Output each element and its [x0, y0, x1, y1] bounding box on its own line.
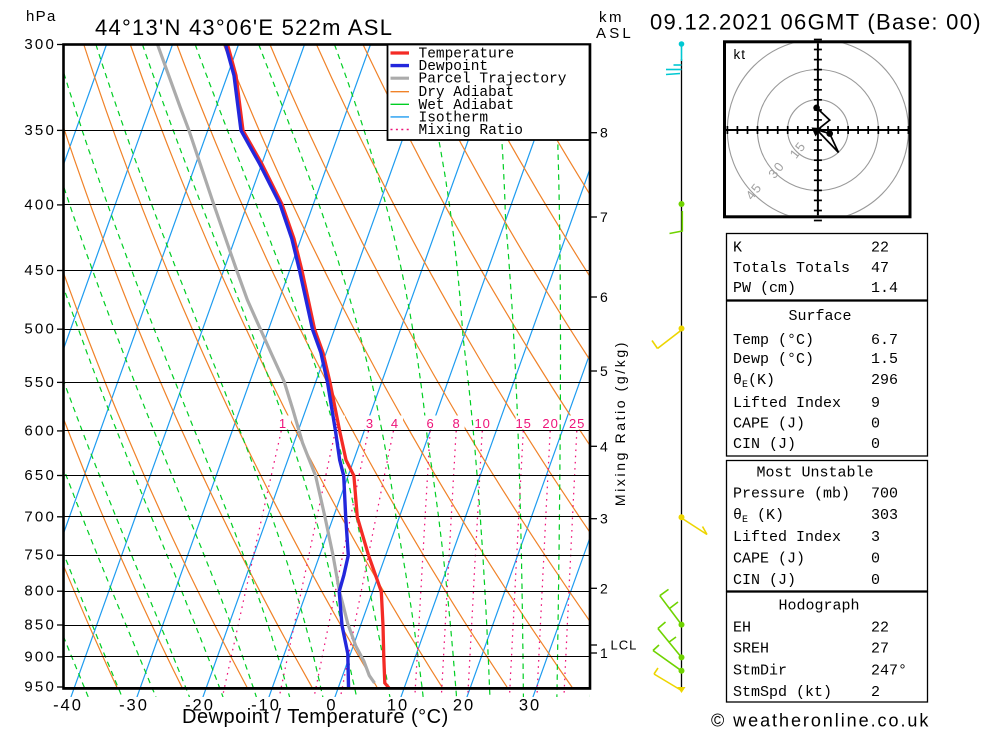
svg-text:-30: -30 — [119, 697, 149, 715]
svg-text:kt: kt — [734, 47, 747, 62]
svg-text:900: 900 — [24, 648, 56, 665]
svg-text:SREH: SREH — [733, 641, 769, 658]
svg-text:247°: 247° — [871, 662, 907, 679]
svg-text:0: 0 — [871, 572, 880, 589]
svg-text:27: 27 — [871, 641, 889, 658]
svg-text:0: 0 — [326, 697, 337, 715]
svg-text:550: 550 — [24, 374, 56, 391]
svg-text:0: 0 — [871, 416, 880, 433]
svg-text:CAPE (J): CAPE (J) — [733, 416, 805, 433]
svg-text:CIN (J): CIN (J) — [733, 572, 796, 589]
svg-text:6: 6 — [600, 289, 609, 305]
svg-text:Surface: Surface — [788, 308, 851, 325]
svg-text:5: 5 — [600, 363, 609, 379]
svg-text:9: 9 — [871, 395, 880, 412]
svg-text:1.5: 1.5 — [871, 351, 898, 368]
svg-text:950: 950 — [24, 679, 56, 696]
svg-text:15: 15 — [515, 416, 531, 431]
svg-text:LCL: LCL — [611, 638, 638, 653]
svg-text:2: 2 — [333, 416, 341, 431]
svg-text:Wet Adiabat: Wet Adiabat — [419, 98, 515, 114]
svg-text:2: 2 — [600, 580, 609, 596]
svg-text:Dry Adiabat: Dry Adiabat — [419, 85, 515, 101]
svg-text:10: 10 — [387, 697, 409, 715]
svg-text:20: 20 — [453, 697, 475, 715]
svg-text:20: 20 — [542, 416, 558, 431]
svg-text:650: 650 — [24, 467, 56, 484]
svg-text:K: K — [733, 240, 742, 257]
svg-text:Dewp (°C): Dewp (°C) — [733, 351, 814, 368]
svg-text:StmDir: StmDir — [733, 662, 787, 679]
svg-text:7: 7 — [600, 209, 609, 225]
svg-text:1: 1 — [279, 416, 287, 431]
svg-text:PW (cm): PW (cm) — [733, 280, 796, 297]
svg-text:44°13'N 43°06'E 522m ASL: 44°13'N 43°06'E 522m ASL — [95, 15, 393, 40]
svg-text:© weatheronline.co.uk: © weatheronline.co.uk — [711, 711, 930, 731]
svg-text:-10: -10 — [251, 697, 281, 715]
svg-text:400: 400 — [24, 196, 56, 213]
svg-text:850: 850 — [24, 617, 56, 634]
svg-text:0: 0 — [871, 550, 880, 567]
svg-text:10: 10 — [474, 416, 490, 431]
svg-text:EH: EH — [733, 619, 751, 636]
svg-text:800: 800 — [24, 583, 56, 600]
svg-text:Parcel Trajectory: Parcel Trajectory — [419, 72, 567, 88]
svg-text:Lifted Index: Lifted Index — [733, 529, 841, 546]
svg-text:22: 22 — [871, 240, 889, 257]
svg-text:Most Unstable: Most Unstable — [756, 464, 873, 481]
svg-text:22: 22 — [871, 619, 889, 636]
svg-text:350: 350 — [24, 122, 56, 139]
svg-text:ASL: ASL — [596, 25, 634, 42]
svg-text:8: 8 — [452, 416, 460, 431]
svg-text:Lifted Index: Lifted Index — [733, 395, 841, 412]
svg-text:Mixing Ratio: Mixing Ratio — [419, 123, 523, 139]
svg-text:45: 45 — [743, 180, 766, 203]
svg-text:30: 30 — [765, 158, 788, 181]
svg-text:Dewpoint: Dewpoint — [419, 59, 489, 75]
svg-text:Dewpoint / Temperature (°C): Dewpoint / Temperature (°C) — [182, 706, 449, 728]
svg-text:CAPE (J): CAPE (J) — [733, 550, 805, 567]
svg-text:47: 47 — [871, 260, 889, 277]
svg-text:-40: -40 — [53, 697, 83, 715]
svg-text:hPa: hPa — [26, 8, 57, 25]
svg-text:25: 25 — [569, 416, 585, 431]
svg-text:6.7: 6.7 — [871, 332, 898, 349]
svg-text:3: 3 — [366, 416, 374, 431]
svg-text:09.12.2021 06GMT (Base: 00): 09.12.2021 06GMT (Base: 00) — [650, 10, 982, 35]
svg-text:600: 600 — [24, 422, 56, 439]
svg-text:750: 750 — [24, 547, 56, 564]
svg-text:700: 700 — [24, 508, 56, 525]
svg-text:Totals Totals: Totals Totals — [733, 260, 850, 277]
svg-text:CIN (J): CIN (J) — [733, 436, 796, 453]
svg-text:500: 500 — [24, 321, 56, 338]
svg-text:303: 303 — [871, 507, 898, 524]
svg-text:3: 3 — [600, 511, 609, 527]
svg-text:Temp (°C): Temp (°C) — [733, 332, 814, 349]
svg-text:0: 0 — [871, 436, 880, 453]
svg-text:8: 8 — [600, 125, 609, 141]
svg-text:θE (K): θE (K) — [733, 507, 784, 526]
svg-text:1.4: 1.4 — [871, 280, 898, 297]
svg-text:θE(K): θE(K) — [733, 372, 775, 391]
svg-text:450: 450 — [24, 262, 56, 279]
svg-text:Temperature: Temperature — [419, 47, 515, 63]
svg-text:Pressure (mb): Pressure (mb) — [733, 486, 850, 503]
svg-text:Hodograph: Hodograph — [778, 597, 859, 614]
svg-text:Mixing Ratio (g/kg): Mixing Ratio (g/kg) — [612, 340, 628, 506]
svg-text:700: 700 — [871, 486, 898, 503]
svg-text:2: 2 — [871, 684, 880, 701]
svg-text:3: 3 — [871, 529, 880, 546]
svg-text:Isotherm: Isotherm — [419, 110, 489, 126]
svg-text:296: 296 — [871, 372, 898, 389]
svg-text:4: 4 — [600, 438, 609, 454]
svg-text:1: 1 — [600, 645, 609, 661]
svg-text:30: 30 — [519, 697, 541, 715]
svg-text:km: km — [599, 9, 624, 26]
svg-text:4: 4 — [391, 416, 399, 431]
svg-text:6: 6 — [426, 416, 434, 431]
svg-text:-20: -20 — [185, 697, 215, 715]
svg-text:StmSpd (kt): StmSpd (kt) — [733, 684, 832, 701]
svg-text:300: 300 — [24, 36, 56, 53]
